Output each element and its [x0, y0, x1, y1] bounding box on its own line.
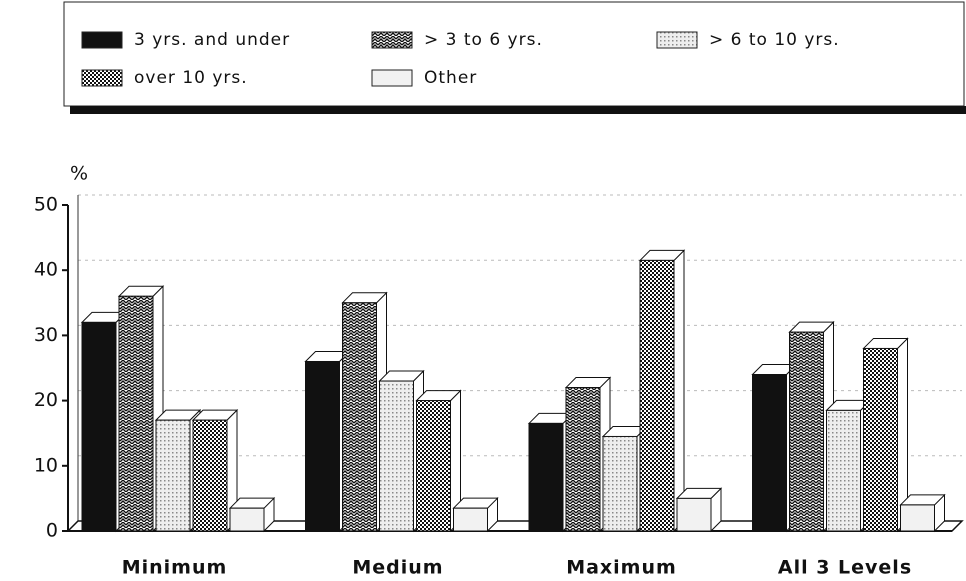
legend-label: over 10 yrs.	[134, 68, 248, 88]
x-tick-label: Medium	[352, 557, 443, 579]
bar	[155, 419, 191, 532]
legend-swatch	[81, 69, 123, 87]
bar	[752, 374, 787, 532]
bar	[118, 295, 154, 532]
x-tick-label: Maximum	[566, 557, 677, 579]
y-axis-label: %	[70, 163, 88, 185]
bar-side	[673, 249, 685, 533]
y-tick-label: 40	[34, 259, 58, 281]
bar	[416, 400, 451, 532]
y-tick-label: 50	[34, 194, 58, 216]
legend-label: 3 yrs. and under	[134, 30, 290, 50]
bar	[639, 259, 675, 532]
legend-label: Other	[424, 68, 477, 88]
legend-swatch	[371, 69, 413, 87]
bar	[305, 360, 340, 532]
legend-box	[63, 1, 965, 107]
bar	[602, 435, 638, 532]
bar	[863, 347, 898, 532]
bar	[453, 507, 488, 532]
bar	[565, 387, 601, 532]
y-tick-label: 0	[46, 520, 58, 542]
legend-label: > 3 to 6 yrs.	[424, 30, 543, 50]
x-tick-label: All 3 Levels	[778, 557, 912, 579]
bar	[229, 507, 265, 532]
bar	[342, 302, 377, 532]
legend-swatch	[371, 31, 413, 49]
x-tick-label: Minimum	[122, 557, 228, 579]
bar	[379, 380, 414, 532]
bar	[789, 331, 824, 532]
bar	[826, 409, 861, 532]
bar	[81, 321, 117, 532]
legend-swatch	[656, 31, 698, 49]
legend-swatch	[81, 31, 123, 49]
bar	[676, 497, 712, 532]
bar	[900, 504, 935, 532]
y-tick-label: 30	[34, 324, 58, 346]
y-tick-label: 10	[34, 454, 58, 476]
bar	[192, 419, 228, 532]
y-tick-label: 20	[34, 389, 58, 411]
legend-shadow	[70, 106, 966, 114]
legend-label: > 6 to 10 yrs.	[709, 30, 840, 50]
bar	[528, 422, 564, 532]
